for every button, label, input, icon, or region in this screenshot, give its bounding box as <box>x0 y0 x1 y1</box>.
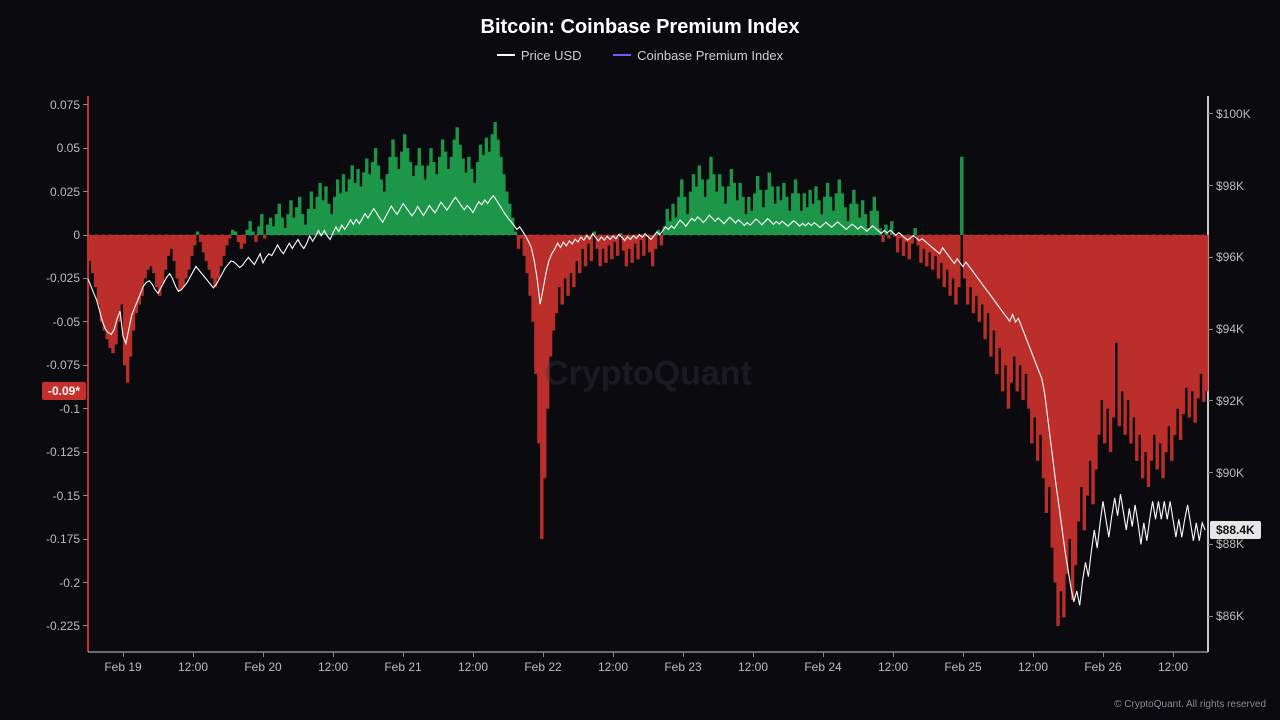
current-price-badge: $88.4K <box>1210 521 1261 539</box>
current-premium-badge: -0.09* <box>42 382 86 400</box>
legend-premium-label: Coinbase Premium Index <box>637 48 783 63</box>
legend-premium-swatch <box>613 54 631 56</box>
copyright-text: © CryptoQuant. All rights reserved <box>1114 699 1266 710</box>
legend-price-swatch <box>497 54 515 56</box>
legend-price-label: Price USD <box>521 48 582 63</box>
legend-price: Price USD <box>497 48 582 63</box>
chart-container: Bitcoin: Coinbase Premium Index Price US… <box>0 0 1280 720</box>
legend-premium: Coinbase Premium Index <box>613 48 783 63</box>
chart-plot-area[interactable]: CryptoQuant 0.0750.050.0250-0.025-0.05-0… <box>88 96 1208 652</box>
chart-title: Bitcoin: Coinbase Premium Index <box>0 16 1280 39</box>
chart-svg <box>88 96 1208 652</box>
chart-legend: Price USD Coinbase Premium Index <box>0 44 1280 63</box>
